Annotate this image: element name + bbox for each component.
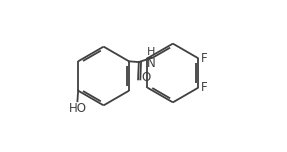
Text: O: O: [141, 71, 151, 84]
Text: F: F: [201, 52, 208, 65]
Text: H: H: [147, 47, 155, 57]
Text: HO: HO: [68, 102, 86, 115]
Text: N: N: [147, 57, 155, 70]
Text: F: F: [201, 81, 208, 94]
